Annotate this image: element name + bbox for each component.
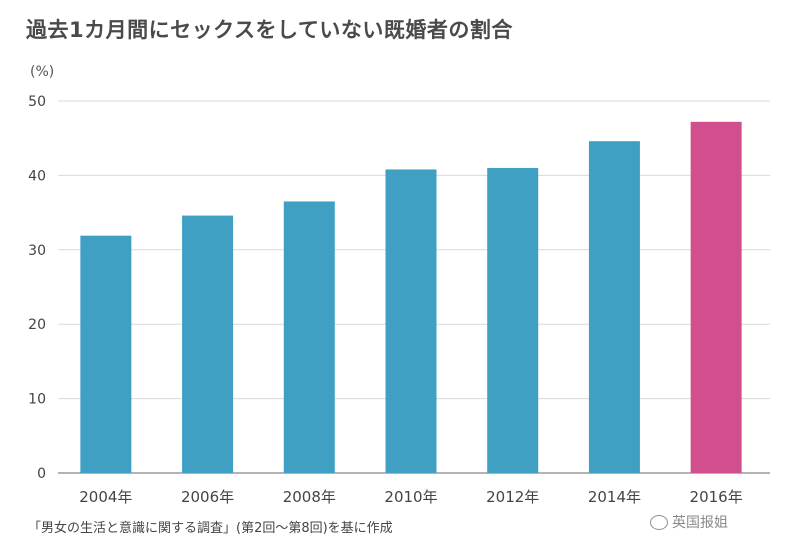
x-tick-label: 2012年 xyxy=(486,488,539,506)
x-tick-label: 2008年 xyxy=(283,488,336,506)
bar xyxy=(182,215,234,474)
y-tick-label: 40 xyxy=(28,168,46,184)
bar xyxy=(487,167,539,473)
x-tick-label: 2006年 xyxy=(181,488,234,506)
chat-bubble-icon xyxy=(650,514,668,530)
bar xyxy=(690,121,742,473)
y-tick-label: 30 xyxy=(28,243,46,259)
x-tick-label: 2004年 xyxy=(79,488,132,506)
y-tick-label: 20 xyxy=(28,317,46,333)
x-tick-label: 2014年 xyxy=(588,488,641,506)
bar xyxy=(385,169,437,473)
chart-title: 過去1カ月間にセックスをしていない既婚者の割合 xyxy=(26,18,513,42)
watermark-text: 英国报姐 xyxy=(672,515,728,531)
bar xyxy=(588,141,640,473)
y-tick-label: 50 xyxy=(28,94,46,110)
bar xyxy=(80,235,132,473)
y-tick-label: 0 xyxy=(37,466,46,482)
watermark: 英国报姐 xyxy=(650,512,728,532)
x-tick-label: 2016年 xyxy=(690,488,743,506)
bar xyxy=(283,201,335,473)
x-tick-label: 2010年 xyxy=(384,488,437,506)
source-note: 「男女の生活と意識に関する調査」(第2回〜第8回)を基に作成 xyxy=(28,521,393,536)
y-tick-label: 10 xyxy=(28,392,46,408)
y-axis-unit-label: (%) xyxy=(30,64,55,80)
